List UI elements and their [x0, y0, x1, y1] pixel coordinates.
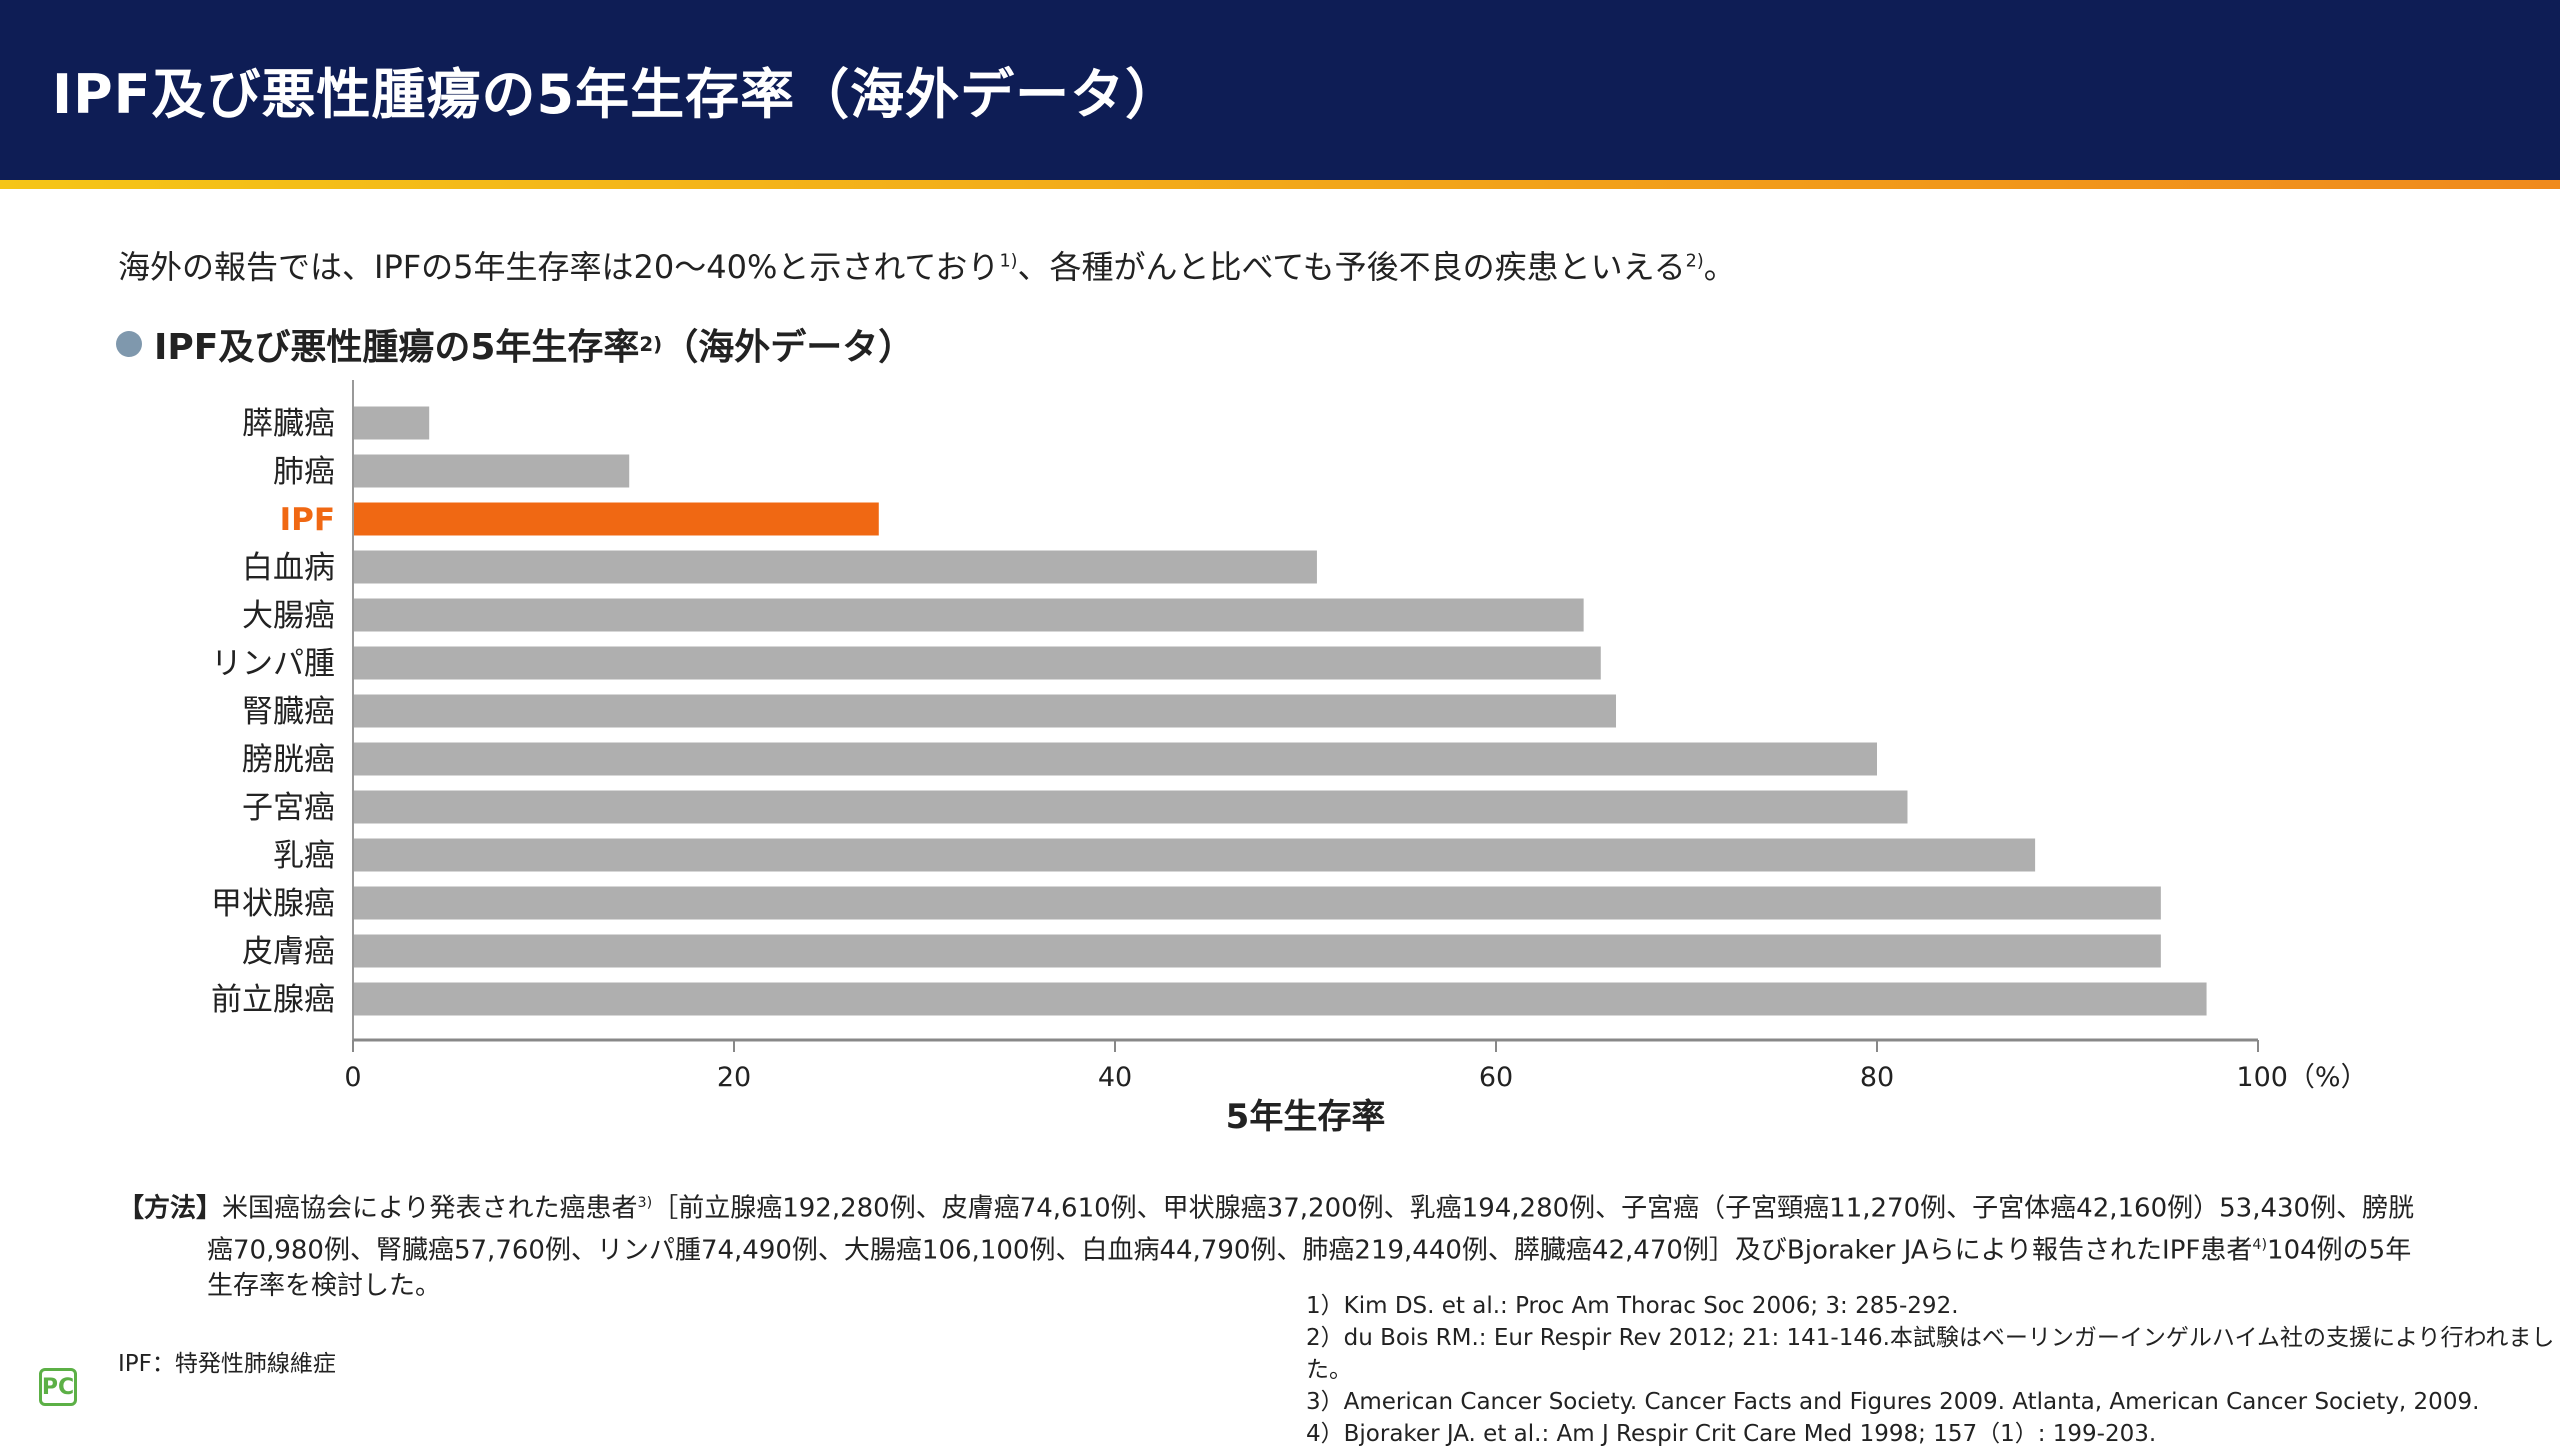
ref-sup: 1): [999, 251, 1018, 272]
x-tick-label: 0: [344, 1062, 361, 1093]
method-text: 生存率を検討した。: [207, 1271, 442, 1302]
references: 1）Kim DS. et al.: Proc Am Thorac Soc 200…: [1306, 1290, 2560, 1450]
category-label: 膵臓癌: [242, 406, 335, 442]
ref-sup: 4): [2252, 1236, 2268, 1253]
bar-11: [354, 934, 2161, 968]
category-label: 大腸癌: [242, 598, 335, 634]
bar-8: [354, 790, 1908, 824]
bar-2: [354, 502, 879, 536]
lead-part: 海外の報告では、IPFの5年生存率は20〜40%と示されており: [118, 248, 1000, 286]
bar-4: [354, 598, 1584, 632]
reference-item: 1）Kim DS. et al.: Proc Am Thorac Soc 200…: [1306, 1293, 1959, 1319]
bar-12: [354, 982, 2207, 1016]
bar-6: [354, 694, 1617, 728]
chart-title: IPF及び悪性腫瘍の5年生存率 2) （海外データ）: [116, 318, 914, 370]
ref-sup: 2): [1685, 251, 1704, 272]
x-tick-label: 60: [1479, 1062, 1513, 1093]
category-label: 白血病: [242, 550, 335, 586]
logo-icon: PC: [39, 1368, 77, 1406]
bar-10: [354, 886, 2161, 920]
abbreviation-note: IPF：特発性肺線維症: [118, 1351, 336, 1377]
bar-0: [354, 406, 430, 440]
x-axis-title: 5年生存率: [1226, 1097, 1386, 1137]
category-label: 肺癌: [273, 454, 335, 490]
ref-sup: 3): [637, 1195, 653, 1211]
x-tick-label: 100（%）: [2236, 1062, 2367, 1093]
x-tick-label: 40: [1098, 1062, 1132, 1093]
ref-sup: 2): [639, 332, 663, 356]
category-label: 腎臓癌: [242, 694, 335, 730]
category-label: 子宮癌: [242, 790, 335, 826]
x-tick-label: 20: [717, 1062, 751, 1093]
category-label: 前立腺癌: [211, 982, 335, 1018]
bar-7: [354, 742, 1877, 776]
method-text: 米国癌協会により発表された癌患者: [222, 1193, 638, 1224]
header-stripe: [0, 180, 2560, 189]
category-label: リンパ腫: [211, 646, 335, 682]
bar-9: [354, 838, 2036, 872]
category-label: 膀胱癌: [242, 742, 335, 778]
method-section: 【方法】米国癌協会により発表された癌患者3)［前立腺癌192,280例、皮膚癌7…: [118, 1185, 2458, 1304]
bar-5: [354, 646, 1601, 680]
page-title: IPF及び悪性腫瘍の5年生存率（海外データ）: [52, 63, 1181, 126]
chart-title-suffix: （海外データ）: [662, 327, 915, 368]
method-text: 癌70,980例、腎臓癌57,760例、リンパ腫74,490例、大腸癌106,1…: [207, 1235, 2253, 1266]
chart-title-text: IPF及び悪性腫瘍の5年生存率: [154, 327, 640, 368]
method-text: 104例の5年: [2267, 1235, 2412, 1266]
category-label: 甲状腺癌: [211, 886, 335, 922]
method-tag: 【方法】: [118, 1193, 223, 1224]
bullet-dot-icon: [116, 331, 142, 357]
x-tick-label: 80: [1860, 1062, 1894, 1093]
lead-part: 。: [1703, 248, 1736, 286]
category-label: IPF: [280, 502, 335, 538]
reference-item: 3）American Cancer Society. Cancer Facts …: [1306, 1389, 2480, 1415]
category-label: 皮膚癌: [242, 934, 335, 970]
bar-1: [354, 454, 630, 488]
bar-3: [354, 550, 1317, 584]
header: IPF及び悪性腫瘍の5年生存率（海外データ）: [0, 0, 2560, 180]
lead-text: 海外の報告では、IPFの5年生存率は20〜40%と示されており1)、各種がんと比…: [118, 242, 1736, 288]
lead-part: 、各種がんと比べても予後不良の疾患といえる: [1017, 248, 1686, 286]
category-label: 乳癌: [273, 838, 335, 874]
method-text: ［前立腺癌192,280例、皮膚癌74,610例、甲状腺癌37,200例、乳癌1…: [652, 1193, 2415, 1224]
reference-item: 4）Bjoraker JA. et al.: Am J Respir Crit …: [1306, 1421, 2157, 1447]
reference-item: 2）du Bois RM.: Eur Respir Rev 2012; 21: …: [1306, 1325, 2555, 1383]
